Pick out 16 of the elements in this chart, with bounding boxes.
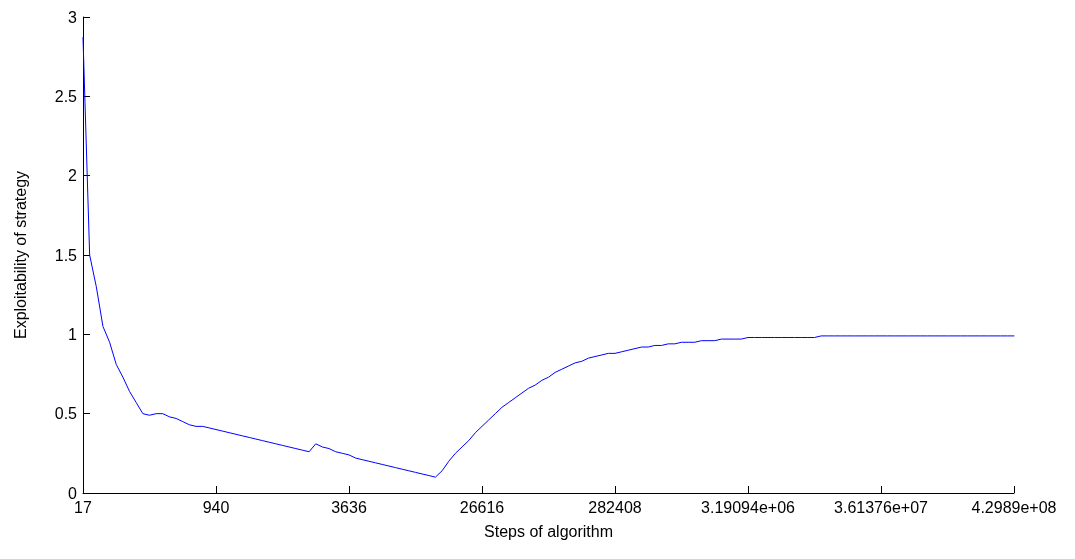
x-axis-title: Steps of algorithm (484, 522, 613, 540)
x-tick-label: 26616 (459, 498, 505, 516)
x-tick-label: 282408 (588, 498, 642, 516)
y-tick-label: 2.5 (54, 87, 78, 105)
x-tick-label: 4.2989e+08 (971, 498, 1057, 516)
x-tick-label: 3.19094e+06 (701, 498, 796, 516)
x-tick-label: 3.61376e+07 (834, 498, 929, 516)
line-series (82, 37, 1015, 478)
x-tick-label: 3636 (331, 498, 367, 516)
y-tick-label: 2 (68, 167, 78, 185)
y-tick-label: 1.5 (54, 246, 78, 264)
y-tick-label: 0.5 (54, 405, 78, 423)
y-axis-title: Exploitability of strategy (11, 170, 29, 340)
x-tick-label: 940 (202, 498, 230, 516)
y-tick-label: 3 (68, 8, 78, 26)
y-tick-label: 1 (68, 325, 78, 343)
